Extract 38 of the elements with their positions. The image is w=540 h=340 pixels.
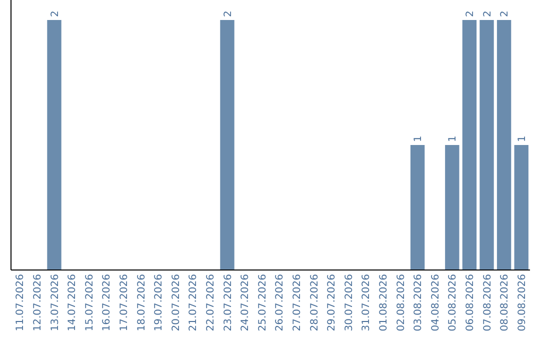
x-tick-label: 16.07.2026	[102, 274, 113, 332]
x-tick-label: 05.08.2026	[448, 274, 459, 332]
data-label: 1	[448, 136, 459, 142]
data-label: 2	[464, 10, 476, 17]
x-tick-label: 17.07.2026	[118, 274, 130, 332]
x-tick-label: 02.08.2026	[396, 274, 407, 332]
x-tick-label: 23.07.2026	[222, 274, 234, 332]
x-tick-label: 24.07.2026	[240, 274, 252, 332]
x-tick-label: 09.08.2026	[516, 274, 528, 332]
x-tick-label: 11.07.2026	[15, 274, 26, 332]
data-label: 2	[482, 10, 494, 17]
x-tick-label: 21.07.2026	[188, 274, 200, 332]
x-tick-label: 07.08.2026	[482, 274, 494, 332]
x-tick-label: 06.08.2026	[464, 274, 476, 332]
data-label: 2	[500, 10, 511, 17]
x-tick-label: 04.08.2026	[430, 274, 442, 332]
x-tick-label: 19.07.2026	[154, 274, 165, 332]
x-tick-label: 27.07.2026	[292, 274, 303, 332]
x-tick-label: 14.07.2026	[67, 274, 78, 332]
x-tick-label: 26.07.2026	[274, 274, 286, 332]
x-tick-label: 12.07.2026	[32, 274, 44, 332]
x-tick-label: 25.07.2026	[257, 274, 268, 332]
x-tick-label: 30.07.2026	[344, 274, 355, 332]
x-tick-label: 08.08.2026	[500, 274, 511, 332]
x-tick-label: 13.07.2026	[50, 274, 61, 332]
x-tick-label: 28.07.2026	[309, 274, 320, 332]
x-tick-label: 01.08.2026	[378, 274, 390, 332]
x-tick-label: 22.07.2026	[205, 274, 216, 332]
data-label: 2	[222, 10, 234, 17]
x-tick-label: 29.07.2026	[326, 274, 338, 332]
x-tick-label: 31.07.2026	[361, 274, 372, 332]
x-tick-label: 18.07.2026	[136, 274, 148, 332]
data-label: 1	[516, 136, 528, 142]
data-label: 1	[413, 136, 424, 142]
data-label: 2	[50, 10, 61, 17]
x-tick-label: 15.07.2026	[84, 274, 96, 332]
x-tick-label: 03.08.2026	[413, 274, 424, 332]
x-tick-label: 20.07.2026	[170, 274, 182, 332]
